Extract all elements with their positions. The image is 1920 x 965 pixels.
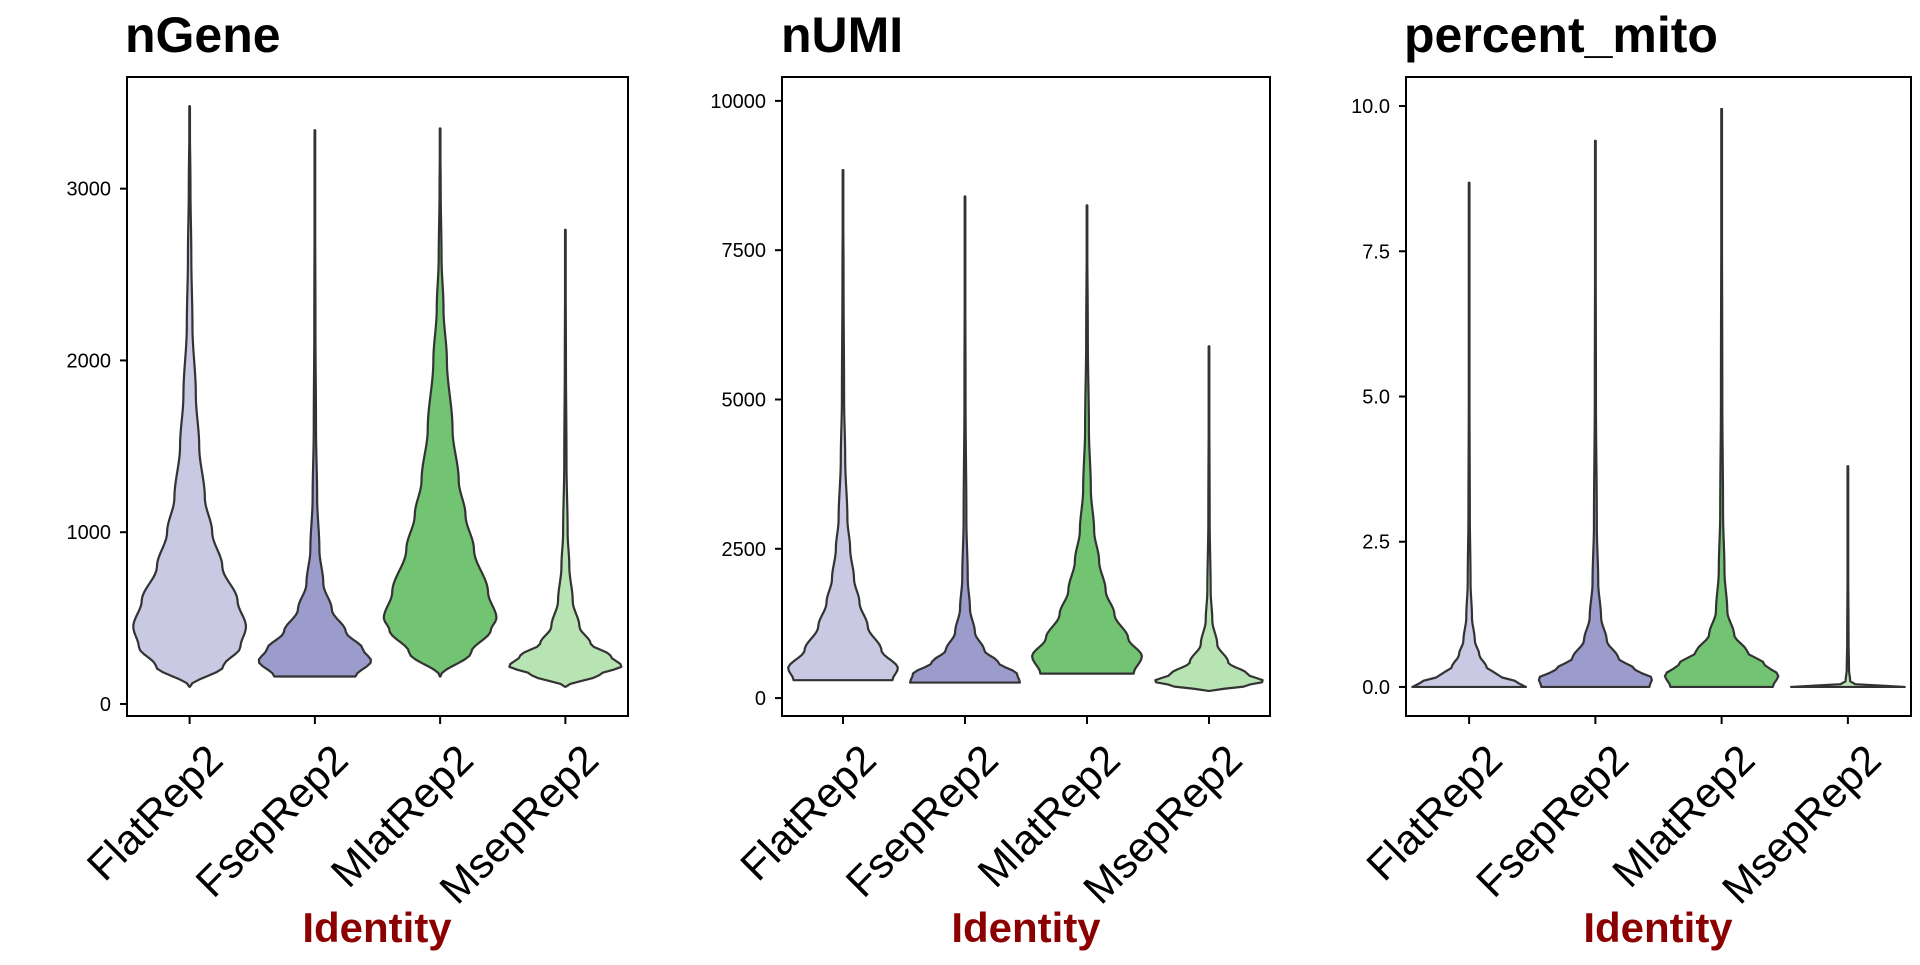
violin-flatrep2 (132, 105, 247, 688)
violin-mlatrep2 (1031, 204, 1143, 675)
x-axis-label: Identity (302, 904, 452, 951)
panel-percent-mito: percent_mito0.02.55.07.510.0FlatRep2Fsep… (1351, 7, 1912, 951)
violin-mlatrep2 (1663, 107, 1780, 689)
violin-flatrep2 (787, 169, 899, 682)
plot-frame (126, 76, 629, 717)
y-tick-label: 1000 (67, 522, 112, 544)
violin-mseprep2 (508, 228, 623, 688)
y-tick-label: 10000 (710, 91, 766, 113)
y-tick-label: 5000 (722, 389, 767, 411)
violin-mlatrep2 (382, 127, 498, 678)
y-tick-label: 2500 (722, 539, 767, 561)
violin-fseprep2 (909, 195, 1021, 684)
plot-frame (781, 76, 1271, 717)
y-tick-label: 10.0 (1351, 96, 1390, 118)
violin-mseprep2 (1154, 345, 1264, 693)
violin-mseprep2 (1789, 465, 1906, 689)
panel-numi: nUMI025005000750010000FlatRep2FsepRep2Ml… (710, 7, 1271, 951)
y-tick-label: 7.5 (1362, 241, 1390, 263)
y-tick-label: 5.0 (1362, 387, 1390, 409)
y-tick-label: 3000 (67, 179, 112, 201)
y-tick-label: 0 (755, 688, 766, 710)
violin-fseprep2 (1537, 139, 1653, 689)
panel-title: percent_mito (1404, 7, 1718, 63)
y-tick-label: 2000 (67, 350, 112, 372)
panel-ngene: nGene0100020003000FlatRep2FsepRep2MlatRe… (67, 7, 629, 951)
x-axis-label: Identity (951, 904, 1101, 951)
violin-flatrep2 (1411, 181, 1528, 689)
y-tick-label: 0.0 (1362, 677, 1390, 699)
x-axis-label: Identity (1583, 904, 1733, 951)
plot-frame (1405, 76, 1912, 717)
y-tick-label: 2.5 (1362, 532, 1390, 554)
panel-title: nUMI (781, 7, 903, 63)
violin-fseprep2 (257, 129, 372, 678)
y-tick-label: 7500 (722, 240, 767, 262)
panel-title: nGene (125, 7, 281, 63)
y-tick-label: 0 (100, 694, 111, 716)
